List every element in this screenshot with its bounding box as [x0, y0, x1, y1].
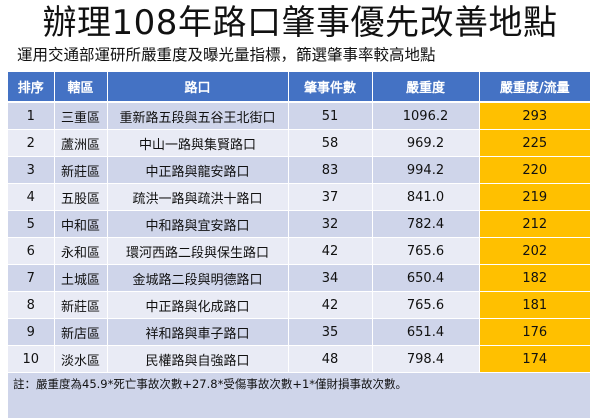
table-row: 10 淡水區 民權路與自強路口 48 798.4 174: [8, 345, 590, 373]
cell-severity-per-flow: 293: [479, 102, 590, 130]
cell-severity: 650.4: [372, 264, 480, 292]
cell-rank: 4: [8, 183, 55, 211]
table-row: 1 三重區 重新路五段與五谷王北街口 51 1096.2 293: [8, 102, 590, 130]
table-row: 8 新莊區 中正路與化成路口 42 765.6 181: [8, 291, 590, 319]
cell-district: 淡水區: [54, 345, 108, 373]
table-row: 9 新店區 祥和路與車子路口 35 651.4 176: [8, 318, 590, 346]
column-header-accidents: 肇事件數: [288, 72, 373, 103]
priority-intersections-table-container: 排序 轄區 路口 肇事件數 嚴重度 嚴重度/流量 1 三重區 重新路五段與五谷王…: [8, 72, 590, 418]
cell-intersection: 疏洪一路與疏洪十路口: [107, 183, 289, 211]
cell-severity: 841.0: [372, 183, 480, 211]
cell-intersection: 金城路二段與明德路口: [107, 264, 289, 292]
cell-district: 五股區: [54, 183, 108, 211]
table-row: 5 中和區 中和路與宜安路口 32 782.4 212: [8, 210, 590, 238]
cell-district: 新莊區: [54, 291, 108, 319]
cell-severity-per-flow: 212: [479, 210, 590, 238]
page-subtitle: 運用交通部運研所嚴重度及曝光量指標，篩選肇事率較高地點: [17, 46, 436, 64]
cell-rank: 6: [8, 237, 55, 265]
cell-intersection: 民權路與自強路口: [107, 345, 289, 373]
cell-severity-per-flow: 202: [479, 237, 590, 265]
table-row: 3 新莊區 中正路與龍安路口 83 994.2 220: [8, 156, 590, 184]
cell-district: 土城區: [54, 264, 108, 292]
table-row: 7 土城區 金城路二段與明德路口 34 650.4 182: [8, 264, 590, 292]
cell-rank: 7: [8, 264, 55, 292]
cell-severity-per-flow: 225: [479, 129, 590, 157]
cell-severity: 994.2: [372, 156, 480, 184]
cell-district: 永和區: [54, 237, 108, 265]
cell-district: 中和區: [54, 210, 108, 238]
header-row: 排序 轄區 路口 肇事件數 嚴重度 嚴重度/流量: [8, 72, 590, 103]
priority-intersections-table: 排序 轄區 路口 肇事件數 嚴重度 嚴重度/流量 1 三重區 重新路五段與五谷王…: [8, 72, 590, 373]
cell-severity: 765.6: [372, 291, 480, 319]
cell-severity: 798.4: [372, 345, 480, 373]
cell-accidents: 37: [288, 183, 373, 211]
cell-accidents: 34: [288, 264, 373, 292]
table-header: 排序 轄區 路口 肇事件數 嚴重度 嚴重度/流量: [8, 72, 590, 103]
cell-severity: 651.4: [372, 318, 480, 346]
cell-accidents: 48: [288, 345, 373, 373]
column-header-rank: 排序: [8, 72, 55, 103]
column-header-severity-per-flow: 嚴重度/流量: [479, 72, 590, 103]
cell-severity: 969.2: [372, 129, 480, 157]
cell-rank: 5: [8, 210, 55, 238]
cell-intersection: 中和路與宜安路口: [107, 210, 289, 238]
table-row: 4 五股區 疏洪一路與疏洪十路口 37 841.0 219: [8, 183, 590, 211]
cell-intersection: 中山一路與集賢路口: [107, 129, 289, 157]
cell-severity-per-flow: 181: [479, 291, 590, 319]
cell-intersection: 重新路五段與五谷王北街口: [107, 102, 289, 130]
cell-intersection: 環河西路二段與保生路口: [107, 237, 289, 265]
cell-rank: 10: [8, 345, 55, 373]
cell-severity: 765.6: [372, 237, 480, 265]
cell-intersection: 中正路與龍安路口: [107, 156, 289, 184]
column-header-severity: 嚴重度: [372, 72, 480, 103]
page-title: 辦理108年路口肇事優先改善地點: [42, 3, 558, 43]
cell-accidents: 32: [288, 210, 373, 238]
table-footnote: 註：嚴重度為45.9*死亡事故次數+27.8*受傷事故次數+1*僅財損事故次數。: [8, 373, 590, 418]
column-header-intersection: 路口: [107, 72, 289, 103]
cell-rank: 3: [8, 156, 55, 184]
cell-district: 蘆洲區: [54, 129, 108, 157]
cell-accidents: 51: [288, 102, 373, 130]
cell-intersection: 祥和路與車子路口: [107, 318, 289, 346]
cell-severity-per-flow: 174: [479, 345, 590, 373]
cell-district: 三重區: [54, 102, 108, 130]
cell-accidents: 42: [288, 237, 373, 265]
cell-severity: 782.4: [372, 210, 480, 238]
table-body: 1 三重區 重新路五段與五谷王北街口 51 1096.2 293 2 蘆洲區 中…: [8, 102, 590, 373]
table-row: 6 永和區 環河西路二段與保生路口 42 765.6 202: [8, 237, 590, 265]
cell-intersection: 中正路與化成路口: [107, 291, 289, 319]
cell-district: 新店區: [54, 318, 108, 346]
cell-rank: 8: [8, 291, 55, 319]
cell-accidents: 58: [288, 129, 373, 157]
cell-accidents: 35: [288, 318, 373, 346]
cell-rank: 1: [8, 102, 55, 130]
cell-accidents: 83: [288, 156, 373, 184]
cell-district: 新莊區: [54, 156, 108, 184]
cell-rank: 2: [8, 129, 55, 157]
cell-severity-per-flow: 182: [479, 264, 590, 292]
cell-severity-per-flow: 219: [479, 183, 590, 211]
cell-severity-per-flow: 176: [479, 318, 590, 346]
cell-accidents: 42: [288, 291, 373, 319]
cell-rank: 9: [8, 318, 55, 346]
cell-severity: 1096.2: [372, 102, 480, 130]
table-row: 2 蘆洲區 中山一路與集賢路口 58 969.2 225: [8, 129, 590, 157]
column-header-district: 轄區: [54, 72, 108, 103]
cell-severity-per-flow: 220: [479, 156, 590, 184]
